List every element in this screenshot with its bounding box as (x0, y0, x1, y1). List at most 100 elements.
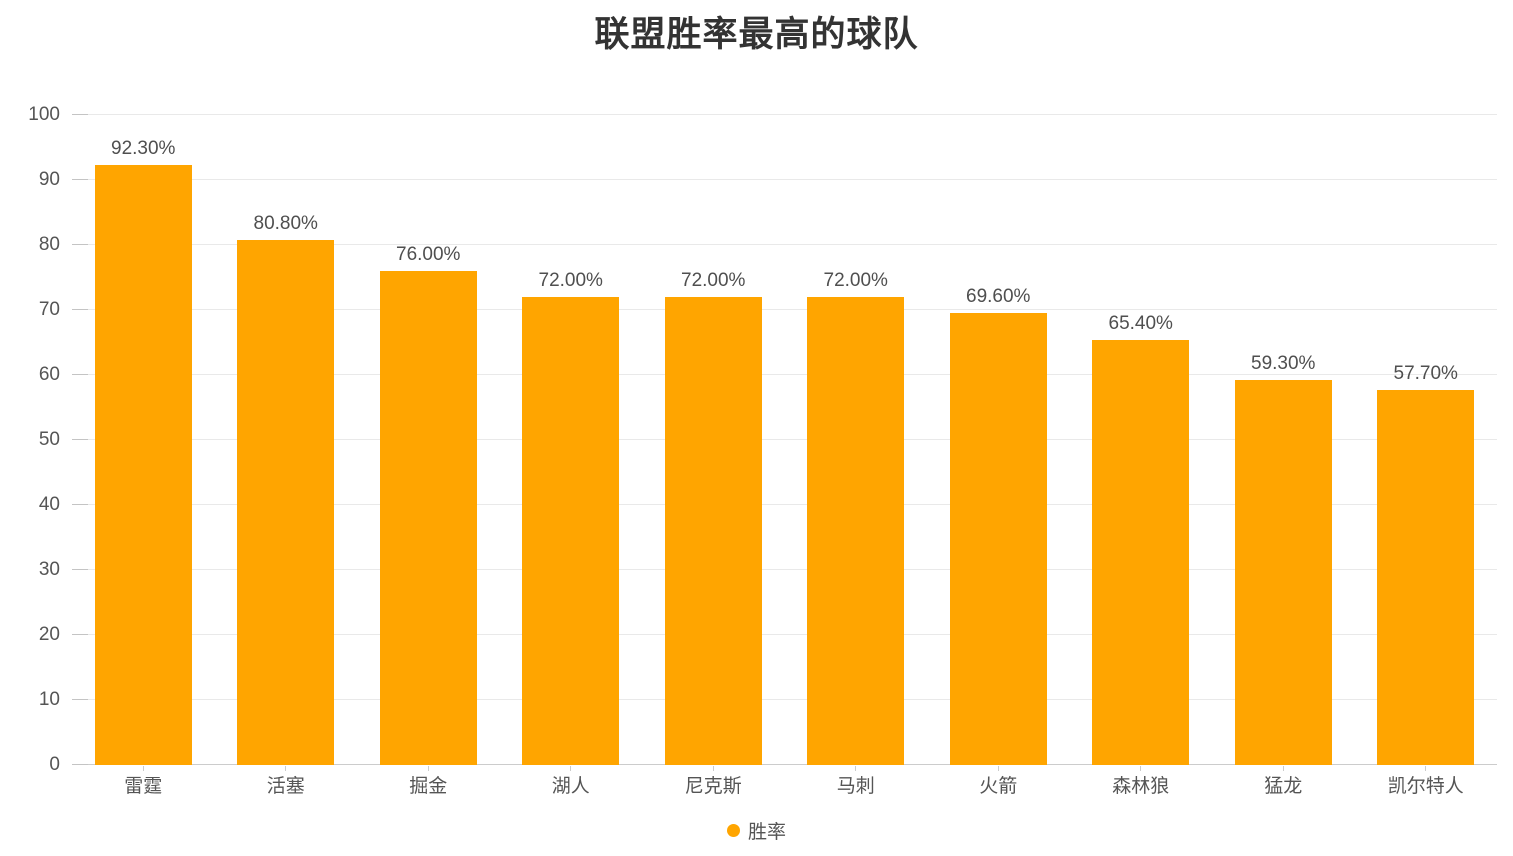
y-axis-tick-label: 10 (38, 689, 60, 710)
y-axis-tick-label: 70 (38, 299, 60, 320)
x-tick-cell (642, 766, 785, 772)
bar[interactable] (94, 165, 192, 765)
y-axis-tick (72, 699, 88, 700)
bar[interactable] (379, 271, 477, 765)
bar[interactable] (807, 297, 905, 765)
y-axis-tick (72, 504, 88, 505)
bar-value-label: 76.00% (396, 244, 461, 265)
y-axis-tick-label: 20 (38, 624, 60, 645)
x-tick-cell (785, 766, 928, 772)
y-axis-tick-label: 90 (38, 169, 60, 190)
y-axis-tick (72, 439, 88, 440)
bar[interactable] (1377, 389, 1475, 765)
bar[interactable] (1092, 339, 1190, 765)
bar-cell: 80.80% (215, 115, 358, 765)
bar-cell: 72.00% (642, 115, 785, 765)
bar-cell: 65.40% (1070, 115, 1213, 765)
x-axis-tick (1425, 766, 1427, 771)
y-axis-tick (72, 569, 88, 570)
gridline (72, 374, 1497, 375)
x-tick-cell (500, 766, 643, 772)
bar-cell: 57.70% (1355, 115, 1498, 765)
x-axis-label: 尼克斯 (684, 776, 742, 797)
bar-value-label: 69.60% (966, 285, 1031, 307)
bar[interactable] (664, 297, 762, 765)
y-axis-tick-label: 50 (38, 429, 60, 450)
gridline (72, 699, 1497, 700)
legend-label: 胜率 (747, 822, 786, 843)
bar-value-label: 57.70% (1393, 362, 1458, 384)
chart-title: 联盟胜率最高的球队 (594, 15, 919, 54)
y-axis-tick-label: 30 (38, 559, 60, 580)
y-axis-tick (72, 309, 88, 310)
x-axis-label: 雷霆 (124, 776, 163, 797)
bars-layer: 92.30% 80.80% 76.00% 72.00% 72.00% 72.00% 69.6… (72, 115, 1497, 765)
x-axis-label: 掘金 (409, 776, 448, 797)
y-axis-tick-label: 40 (38, 494, 60, 515)
bar-value-label: 72.00% (538, 270, 603, 291)
x-axis-label: 活塞 (266, 776, 305, 797)
bar-value-label: 72.00% (823, 270, 888, 291)
x-axis-label: 森林狼 (1112, 776, 1170, 797)
bar-value-label: 92.30% (111, 138, 176, 160)
x-axis-tick (1140, 766, 1142, 771)
x-axis-tick (855, 766, 857, 771)
gridline (72, 439, 1497, 440)
x-axis-tick (142, 766, 144, 771)
bar-value-label: 59.30% (1251, 352, 1316, 374)
x-axis-label: 凯尔特人 (1387, 776, 1464, 797)
plot-area: 0 10 20 30 40 50 60 70 80 90 100 92.30% 80.80% 76.00… (28, 105, 1497, 775)
y-axis-tick (72, 114, 88, 115)
x-axis-label: 猛龙 (1264, 776, 1303, 797)
x-axis-tick (1282, 766, 1284, 771)
x-tick-cell (72, 766, 215, 772)
x-axis-labels: 雷霆 活塞 掘金 湖人 尼克斯 马刺 火箭 森林狼 猛龙 凯尔特人 (72, 776, 1497, 798)
x-axis-line (72, 764, 1497, 765)
bar[interactable] (237, 239, 335, 765)
y-axis-tick-label: 80 (38, 234, 60, 255)
bar-cell: 72.00% (500, 115, 643, 765)
x-axis-tick (712, 766, 714, 771)
bar-cell: 72.00% (785, 115, 928, 765)
legend-item-win-rate[interactable]: 胜率 (0, 817, 1513, 844)
x-axis-label: 湖人 (551, 776, 590, 797)
x-axis-tick (570, 766, 572, 771)
gridline (72, 179, 1497, 180)
x-axis-tick (997, 766, 999, 771)
y-axis-tick (72, 374, 88, 375)
gridline (72, 504, 1497, 505)
x-tick-cell (927, 766, 1070, 772)
x-axis-tick (427, 766, 429, 771)
x-tick-cell (357, 766, 500, 772)
bar[interactable] (1234, 379, 1332, 765)
gridline (72, 569, 1497, 570)
x-axis-tick (285, 766, 287, 771)
bar-cell: 76.00% (357, 115, 500, 765)
y-axis-tick (72, 244, 88, 245)
gridline (72, 309, 1497, 310)
gridline (72, 114, 1497, 115)
y-axis-tick (72, 764, 88, 765)
x-tick-cell (215, 766, 358, 772)
y-axis-tick (72, 179, 88, 180)
bar[interactable] (949, 312, 1047, 765)
bar-cell: 92.30% (72, 115, 215, 765)
bar-cell: 69.60% (927, 115, 1070, 765)
bar-value-label: 80.80% (253, 212, 318, 234)
y-axis-tick-label: 0 (49, 754, 60, 775)
gridline (72, 244, 1497, 245)
x-axis-label: 马刺 (836, 776, 875, 797)
y-axis-tick-label: 100 (28, 104, 60, 125)
bar-value-label: 72.00% (681, 270, 746, 291)
x-tick-cell (1355, 766, 1498, 772)
bar[interactable] (522, 297, 620, 765)
bar-value-label: 65.40% (1108, 312, 1173, 334)
legend-circle-icon (726, 824, 740, 837)
x-axis-label: 火箭 (979, 776, 1018, 797)
x-tick-cell (1070, 766, 1213, 772)
bar-cell: 59.30% (1212, 115, 1355, 765)
y-axis-tick (72, 634, 88, 635)
x-tick-cell (1212, 766, 1355, 772)
x-axis-ticks (72, 766, 1497, 772)
